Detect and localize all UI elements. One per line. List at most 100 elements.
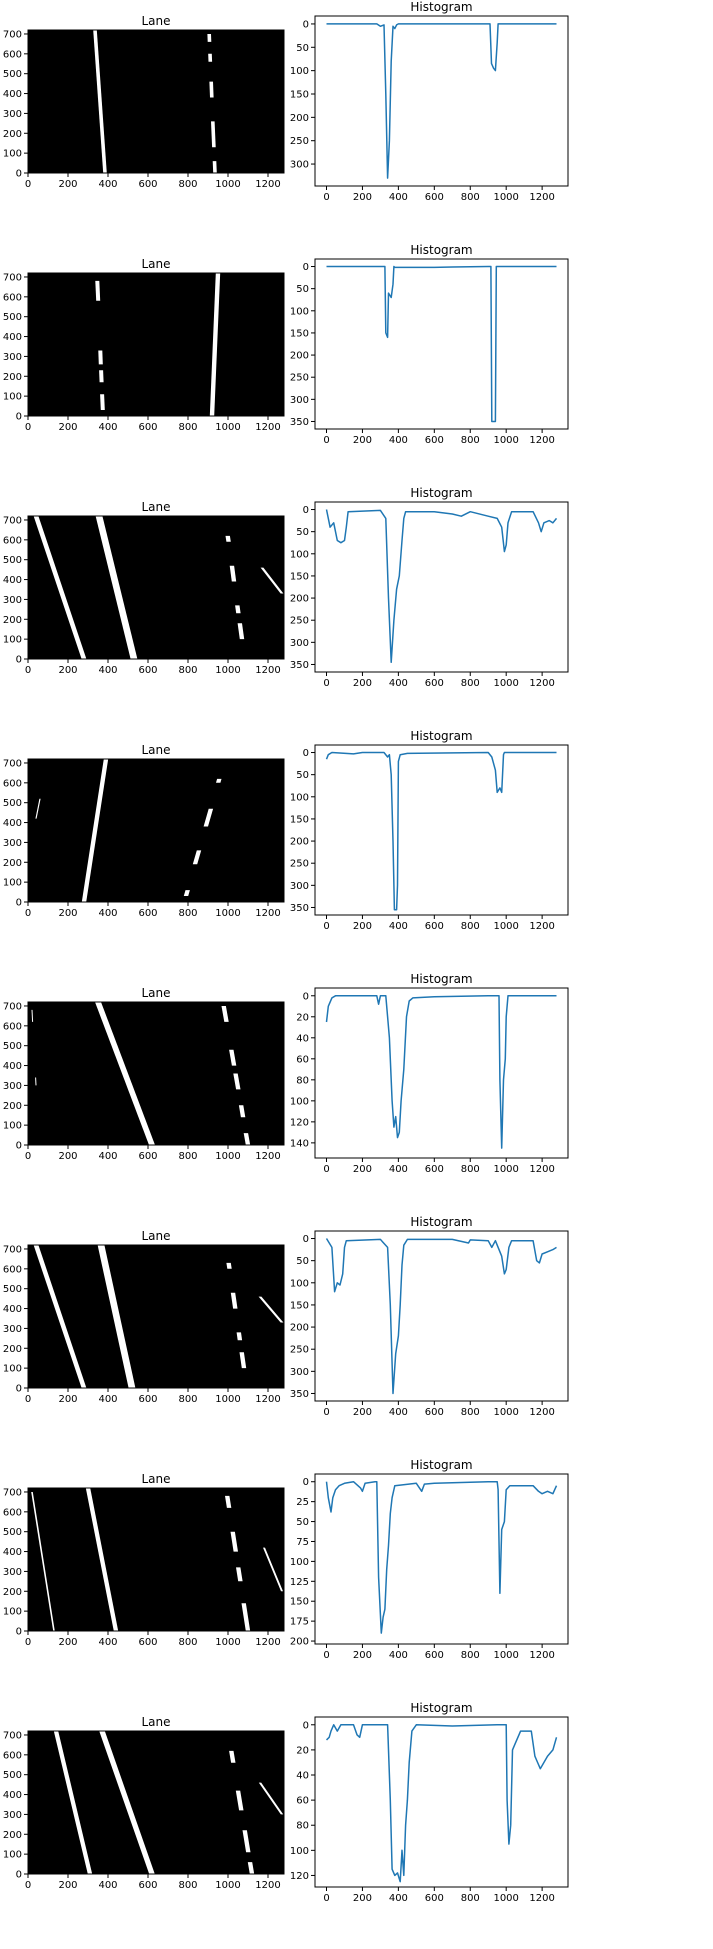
lane-marking (235, 1790, 244, 1811)
chart-title: Histogram (410, 972, 472, 986)
x-tick-label: 600 (138, 1394, 157, 1405)
histogram-line (325, 1238, 557, 1395)
y-tick-label: 150 (290, 814, 309, 825)
lane-marking (98, 350, 103, 365)
lane-image (28, 273, 284, 416)
y-tick-label: 100 (290, 1096, 309, 1107)
lane-marking (31, 1009, 34, 1022)
x-tick-label: 1200 (255, 1637, 280, 1648)
axes-frame (314, 501, 569, 673)
plot-area (315, 988, 568, 1158)
lane-panel: Lane 0 200 400 600 800 1000 1200 0 100 200 300 400 50… (3, 14, 285, 190)
axes-frame (314, 1230, 569, 1402)
y-tick-label: 500 (3, 798, 22, 809)
y-tick-label: 250 (290, 616, 309, 627)
y-tick-label: 350 (290, 660, 309, 671)
chart-title: Lane (141, 1472, 170, 1486)
y-tick-label: 200 (290, 837, 309, 848)
y-tick-label: 300 (3, 595, 22, 606)
y-tick-label: 100 (3, 1850, 22, 1861)
histogram-panel: Histogram 0 200 400 600 800 1000 1200 0 20 40 60 80 1… (290, 1701, 569, 1904)
y-tick-label: 140 (290, 1138, 309, 1149)
x-tick-label: 1200 (255, 179, 280, 190)
y-tick-label: 600 (3, 1264, 22, 1275)
chart-title: Lane (141, 1715, 170, 1729)
chart-title: Histogram (410, 1701, 472, 1715)
y-tick-label: 700 (3, 758, 22, 769)
y-tick-label: 600 (3, 778, 22, 789)
lane-marking (203, 808, 214, 827)
y-tick-label: 300 (3, 838, 22, 849)
x-tick-label: 0 (25, 1880, 31, 1891)
lane-marking (263, 1547, 283, 1592)
x-tick-label: 400 (389, 192, 408, 203)
y-tick-label: 400 (3, 575, 22, 586)
x-tick-label: 600 (138, 422, 157, 433)
x-tick-label: 800 (461, 1407, 480, 1418)
lane-marking (97, 1245, 136, 1388)
x-tick-label: 400 (389, 1407, 408, 1418)
x-tick-label: 600 (425, 1164, 444, 1175)
lane-marking (236, 1332, 243, 1341)
lane-image (28, 759, 284, 902)
y-tick-label: 600 (3, 1750, 22, 1761)
y-tick-label: 200 (290, 351, 309, 362)
x-tick-label: 400 (389, 1893, 408, 1904)
y-tick-label: 50 (296, 284, 309, 295)
y-tick-label: 200 (3, 372, 22, 383)
lane-marking (35, 798, 41, 819)
lane-marking (208, 53, 213, 62)
y-tick-label: 0 (16, 1141, 22, 1152)
y-tick-label: 120 (290, 1871, 309, 1882)
y-tick-label: 50 (296, 770, 309, 781)
lane-marking (258, 1296, 284, 1323)
x-tick-label: 1200 (529, 192, 554, 203)
axes-frame (314, 1716, 569, 1888)
x-tick-label: 800 (178, 179, 197, 190)
x-tick-label: 200 (353, 1893, 372, 1904)
x-tick-label: 1200 (529, 678, 554, 689)
y-tick-label: 25 (296, 1497, 309, 1508)
lane-marking (243, 1133, 251, 1145)
lane-marking (229, 1750, 236, 1763)
lane-image (28, 1731, 284, 1874)
x-tick-label: 800 (461, 678, 480, 689)
y-tick-label: 0 (16, 1627, 22, 1638)
x-tick-label: 600 (138, 179, 157, 190)
x-tick-label: 1000 (493, 1407, 518, 1418)
lane-image (28, 516, 284, 659)
histogram-line (325, 995, 557, 1149)
lane-image (28, 30, 284, 173)
lane-marking (209, 273, 221, 416)
lane-marking (93, 30, 107, 173)
lane-panel: Lane 0 200 400 600 800 1000 1200 0 100 200 300 400 50… (3, 257, 285, 433)
y-tick-label: 350 (290, 903, 309, 914)
chart-title: Lane (141, 743, 170, 757)
lane-marking (207, 34, 212, 42)
x-tick-label: 0 (25, 1394, 31, 1405)
axes-frame (27, 1244, 285, 1389)
histogram-panel: Histogram 0 200 400 600 800 1000 1200 0 20 40 60 80 1… (290, 972, 569, 1175)
y-tick-label: 400 (3, 332, 22, 343)
chart-title: Histogram (410, 1215, 472, 1229)
axes-frame (314, 258, 569, 430)
x-tick-label: 800 (461, 435, 480, 446)
histogram-panel: Histogram 0 200 400 600 800 1000 1200 0 50 100 150 2… (290, 243, 569, 446)
y-tick-label: 0 (303, 19, 309, 30)
x-tick-label: 400 (389, 1650, 408, 1661)
x-tick-label: 1200 (529, 435, 554, 446)
y-tick-label: 600 (3, 292, 22, 303)
lane-panel: Lane 0 200 400 600 800 1000 1200 0 100 200 300 400 50… (3, 743, 285, 919)
x-tick-label: 0 (323, 1407, 329, 1418)
x-tick-label: 0 (25, 665, 31, 676)
x-tick-label: 200 (58, 179, 77, 190)
lane-marking (53, 1731, 93, 1874)
y-tick-label: 200 (290, 113, 309, 124)
y-tick-label: 40 (296, 1033, 309, 1044)
histogram-panel: Histogram 0 200 400 600 800 1000 1200 0 50 100 150 2… (290, 1215, 569, 1418)
x-tick-label: 400 (98, 908, 117, 919)
y-tick-label: 0 (303, 505, 309, 516)
plot-area (315, 502, 568, 672)
histogram-line (325, 1724, 558, 1883)
axes-frame (27, 1730, 285, 1875)
